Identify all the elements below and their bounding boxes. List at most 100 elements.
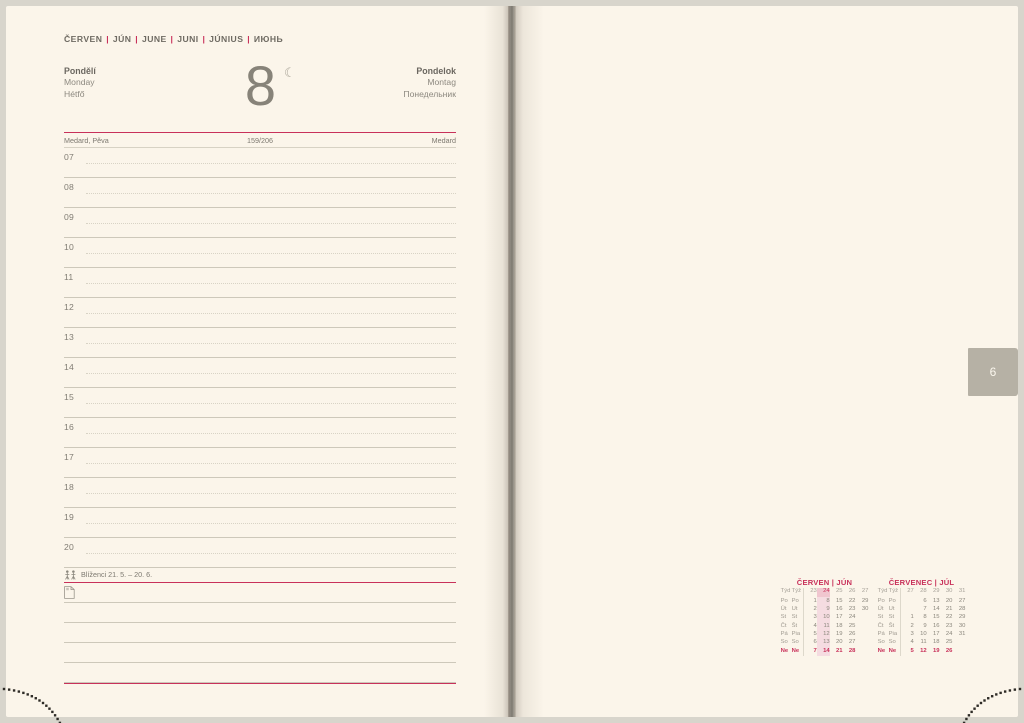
hour-row[interactable]: 19: [64, 508, 456, 538]
weekday-label-sk: So: [888, 639, 902, 648]
day-cell: 3: [813, 614, 817, 621]
left-note-lines[interactable]: [64, 583, 456, 683]
day-cell: 19: [836, 631, 843, 638]
day-cell: 27: [958, 597, 966, 604]
day-cell: [953, 647, 966, 655]
mini-calendar: ČERVENEC | JÚL Týd Týž 27 28 29 30 31 Po Po 6 13 20 2…: [877, 578, 966, 656]
strip-part: ČERVEN: [64, 34, 103, 44]
hour-row[interactable]: 15: [64, 388, 456, 418]
day-cell: 8: [817, 597, 831, 606]
strip-part: JUNI: [177, 34, 199, 44]
name-day-left: Medard, Pěva: [64, 136, 109, 145]
day-cell: 7: [923, 605, 927, 612]
half-hour-rule: [86, 283, 456, 284]
half-hour-rule: [86, 373, 456, 374]
note-line[interactable]: [64, 583, 456, 603]
day-cell: 23: [848, 605, 856, 612]
left-page-content: ČERVEN | JÚN | JUNE | JUNI | JÚNIUS | ИЮ…: [64, 32, 456, 692]
day-cell: 9: [923, 622, 927, 629]
hour-label: 09: [64, 212, 74, 222]
day-cell: 11: [817, 622, 831, 631]
mini-calendar-day-row: So So 6 13 20 27: [780, 639, 869, 648]
day-cell: [856, 622, 869, 630]
day-cell: 1: [813, 597, 817, 604]
hour-row[interactable]: 18: [64, 478, 456, 508]
note-line[interactable]: [64, 623, 456, 643]
week-number-cell: 25: [836, 588, 843, 595]
note-line[interactable]: [64, 663, 456, 683]
day-cell: 27: [848, 639, 856, 646]
day-cell: 2: [910, 622, 914, 629]
week-number-cell: 27: [861, 588, 869, 595]
weekday-label-cs: So: [780, 639, 788, 646]
day-cell: 3: [910, 631, 914, 638]
half-hour-rule: [86, 523, 456, 524]
weekday-label-cs: Út: [877, 605, 884, 612]
mini-calendar-day-row: Ne Ne 7 14 21 28: [780, 647, 869, 656]
weekday-label-cs: Po: [780, 597, 788, 604]
hour-row[interactable]: 11: [64, 268, 456, 298]
hour-row[interactable]: 07: [64, 148, 456, 178]
day-cell: 15: [836, 597, 843, 604]
half-hour-rule: [86, 343, 456, 344]
weekday-label-cs: So: [877, 639, 885, 646]
month-side-tab[interactable]: 6: [968, 348, 1018, 396]
hour-row[interactable]: 16: [64, 418, 456, 448]
day-cell: 4: [813, 622, 817, 629]
day-name-second: Monday: [64, 77, 95, 88]
hour-row[interactable]: 17: [64, 448, 456, 478]
week-number-cell: 23: [810, 588, 817, 595]
hour-row[interactable]: 13: [64, 328, 456, 358]
day-cell: 20: [836, 639, 843, 646]
day-cell: 25: [848, 622, 856, 629]
strip-separator: |: [199, 34, 209, 44]
hour-label: 15: [64, 392, 74, 402]
left-hour-grid[interactable]: 07 08 09 10 11 12 13 14 15 16 17 18 19 20: [64, 148, 456, 568]
name-day-right: Medard: [431, 136, 456, 145]
note-first-rule: [84, 602, 456, 603]
mini-calendar-day-row: Ne Ne 5 12 19 26: [877, 647, 966, 656]
day-cell: 28: [958, 605, 966, 612]
day-cell: 17: [836, 614, 843, 621]
left-notes-area[interactable]: [64, 583, 456, 684]
strip-separator: |: [167, 34, 177, 44]
hour-row[interactable]: 10: [64, 238, 456, 268]
mini-calendar-day-row: So So 4 11 18 25: [877, 639, 966, 648]
day-cell: 12: [920, 647, 927, 654]
day-cell: 9: [817, 605, 831, 614]
strip-part: JUNE: [141, 34, 167, 44]
hour-row[interactable]: 14: [64, 358, 456, 388]
note-line[interactable]: [64, 603, 456, 623]
note-line[interactable]: [64, 643, 456, 663]
weekday-label-cs: Ne: [780, 647, 789, 654]
left-name-day-bar: Medard, Pěva 159/206 Medard: [64, 132, 456, 148]
mini-calendar-table: Týd Týž 27 28 29 30 31 Po Po 6 13 20 27 Út Ut 7 14 21 28 St…: [877, 588, 966, 656]
strip-part: ИЮНЬ: [253, 34, 284, 44]
weekday-label-cs: Ne: [877, 647, 886, 654]
day-cell: 8: [923, 614, 927, 621]
half-hour-rule: [86, 433, 456, 434]
day-cell: 13: [817, 639, 831, 648]
week-number-cell: 30: [945, 588, 953, 595]
weekday-label-cs: Čt: [877, 622, 884, 629]
weekday-label-sk: Pia: [791, 630, 805, 640]
week-label-sk: Týž: [888, 588, 902, 598]
week-label-sk: Týž: [791, 588, 805, 598]
hour-row[interactable]: 12: [64, 298, 456, 328]
strip-separator: |: [132, 34, 141, 44]
mini-calendar-table: Týd Týž 23 24 25 26 27 Po Po 1 8 15 22 29 Út Ut 2 9 16 23 30…: [780, 588, 869, 656]
day-cell: 7: [813, 647, 817, 654]
mini-calendar-day-row: Út Ut 2 9 16 23 30: [780, 605, 869, 614]
hour-label: 19: [64, 512, 74, 522]
day-cell: 22: [848, 597, 856, 604]
hour-row[interactable]: 08: [64, 178, 456, 208]
weekday-label-cs: Po: [877, 597, 885, 604]
mini-calendar-week-row: Týd Týž 27 28 29 30 31: [877, 588, 966, 598]
gemini-icon: [65, 570, 76, 580]
day-cell: 10: [817, 613, 831, 623]
hour-row[interactable]: 20: [64, 538, 456, 568]
day-cell: 12: [817, 630, 831, 640]
last-quarter-moon-icon: ☾: [284, 65, 296, 80]
hour-row[interactable]: 09: [64, 208, 456, 238]
mini-calendars: ČERVEN | JÚN Týd Týž 23 24 25 26 27 Po Po 1 8 15 22 29…: [780, 578, 966, 656]
